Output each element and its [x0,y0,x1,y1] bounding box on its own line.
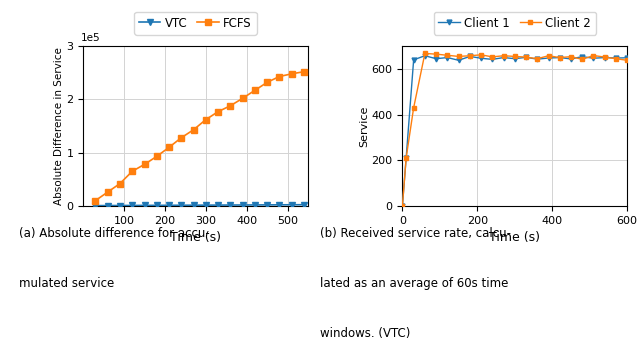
Client 2 [534,56,541,61]
FCFS [92,198,99,203]
VTC [116,203,124,208]
Legend: VTC, FCFS: VTC, FCFS [134,12,257,34]
Text: (b) Received service rate, calcu-: (b) Received service rate, calcu- [320,227,511,240]
Client 1 [579,55,586,59]
VTC [104,203,111,208]
Client 2 [545,54,552,58]
FCFS [153,154,161,158]
VTC [288,203,296,207]
FCFS [165,145,173,149]
FCFS [141,162,148,166]
Y-axis label: Service: Service [359,105,369,147]
VTC [177,203,185,207]
Client 1 [466,54,474,59]
Client 1 [455,58,463,62]
Client 2 [410,106,417,110]
Client 1 [410,58,417,62]
VTC [276,203,284,207]
Client 1 [477,56,485,60]
Line: FCFS: FCFS [93,69,307,203]
Client 2 [522,55,530,59]
FCFS [177,136,185,140]
Text: (a) Absolute difference for accu-: (a) Absolute difference for accu- [19,227,210,240]
FCFS [300,70,308,74]
FCFS [214,109,222,114]
VTC [239,203,246,207]
Y-axis label: Absolute Difference in Service: Absolute Difference in Service [54,47,63,205]
Client 2 [556,55,564,60]
Client 1 [534,57,541,61]
Client 1 [612,56,620,60]
Client 1 [556,55,564,60]
Client 2 [466,54,474,58]
Line: Client 1: Client 1 [400,53,630,208]
FCFS [116,181,124,186]
Text: mulated service: mulated service [19,277,115,290]
Client 2 [579,57,586,61]
VTC [153,203,161,207]
Line: Client 2: Client 2 [400,51,630,208]
FCFS [251,88,259,92]
Client 2 [589,53,597,58]
Client 2 [567,55,575,59]
X-axis label: Time (s): Time (s) [490,231,540,244]
Client 1 [601,55,609,60]
Line: VTC: VTC [93,202,307,208]
FCFS [288,72,296,76]
Client 1 [444,55,451,60]
FCFS [263,80,271,84]
Client 1 [488,57,496,61]
Client 1 [421,54,429,58]
Client 2 [444,53,451,58]
Client 1 [623,56,631,60]
Client 1 [545,56,552,60]
Client 2 [488,55,496,59]
Client 1 [511,56,518,61]
Client 2 [623,58,631,62]
FCFS [104,190,111,194]
Client 1 [403,156,410,160]
Client 1 [522,55,530,59]
Client 1 [589,56,597,60]
X-axis label: Time (s): Time (s) [170,231,221,244]
Client 2 [500,54,508,58]
Client 2 [403,156,410,160]
Client 2 [477,53,485,57]
VTC [129,203,136,208]
FCFS [129,169,136,173]
VTC [227,203,234,207]
VTC [165,203,173,207]
Client 2 [421,51,429,56]
Client 1 [432,56,440,61]
VTC [263,203,271,207]
FCFS [227,104,234,108]
VTC [202,203,210,207]
Client 2 [399,204,406,208]
FCFS [189,127,197,132]
VTC [189,203,197,207]
VTC [300,203,308,207]
VTC [214,203,222,207]
Client 2 [612,56,620,61]
VTC [141,203,148,208]
VTC [92,203,99,208]
Client 1 [500,55,508,60]
VTC [251,203,259,207]
Client 2 [432,52,440,56]
Legend: Client 1, Client 2: Client 1, Client 2 [434,12,596,34]
Client 2 [601,55,609,59]
Client 2 [455,54,463,59]
Text: lated as an average of 60s time: lated as an average of 60s time [320,277,508,290]
Client 2 [511,54,518,59]
Client 1 [567,57,575,61]
Client 1 [399,204,406,208]
FCFS [202,118,210,122]
FCFS [276,74,284,78]
FCFS [239,96,246,100]
Text: windows. (VTC): windows. (VTC) [320,327,410,340]
Text: 1e5: 1e5 [81,33,100,43]
